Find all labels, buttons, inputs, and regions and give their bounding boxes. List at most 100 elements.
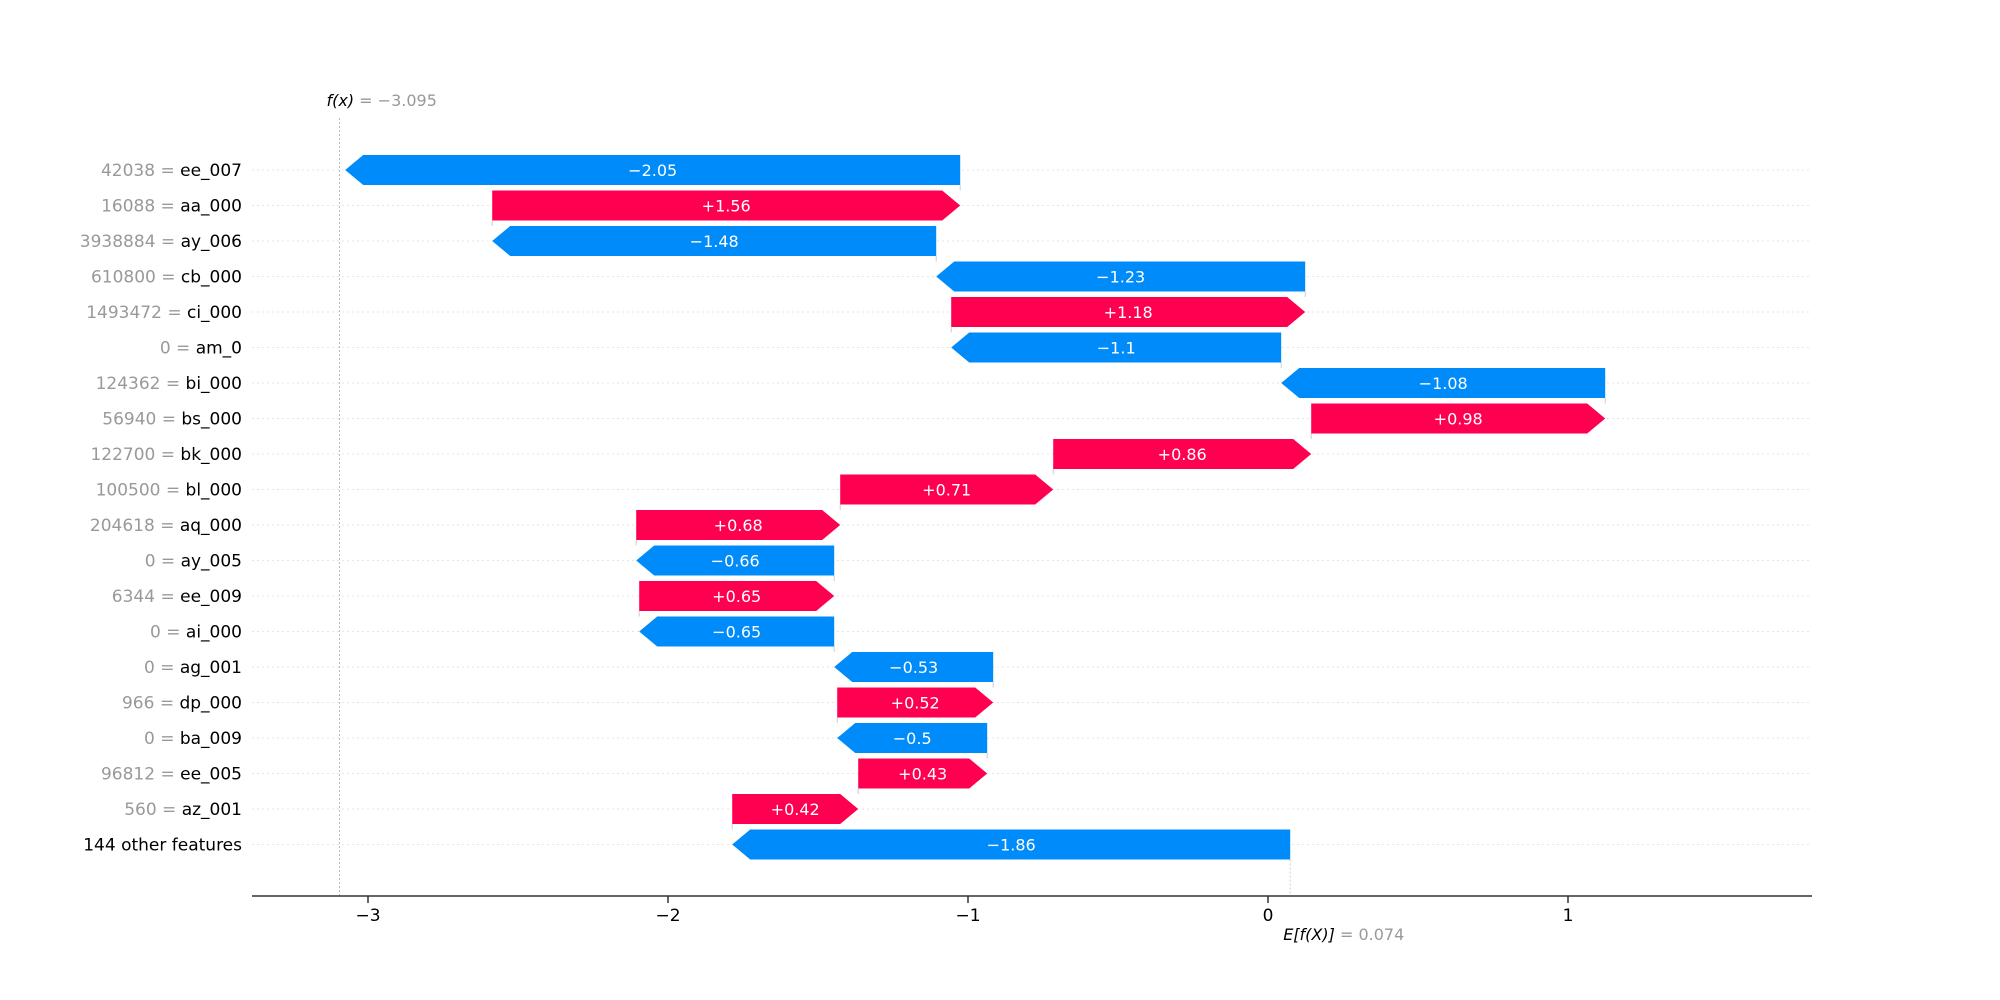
feature-name: ci_000 bbox=[187, 303, 242, 323]
feature-value: 0 = bbox=[144, 658, 180, 678]
feature-value: 100500 = bbox=[96, 481, 186, 501]
base-symbol: E[f(X)] bbox=[1283, 925, 1335, 944]
feature-value: 0 = bbox=[145, 552, 181, 572]
shap-bar bbox=[732, 794, 859, 824]
shap-bar bbox=[732, 829, 1291, 860]
feature-name: ag_001 bbox=[180, 658, 242, 678]
feature-value: 966 = bbox=[122, 694, 180, 714]
feature-value: 0 = bbox=[144, 729, 180, 749]
feature-label: 124362 = bi_000 bbox=[96, 374, 242, 394]
feature-value: 16088 = bbox=[101, 197, 180, 217]
feature-value: 610800 = bbox=[91, 268, 181, 288]
feature-name: am_0 bbox=[196, 339, 242, 359]
waterfall-bars bbox=[345, 155, 1606, 860]
shap-bar bbox=[1053, 439, 1312, 469]
feature-label: 3938884 = ay_006 bbox=[80, 232, 242, 252]
x-axis-ticks: −3 −2 −1 0 1 bbox=[355, 896, 1573, 926]
feature-label: 0 = am_0 bbox=[160, 339, 242, 359]
feature-name: ba_009 bbox=[180, 729, 242, 749]
shap-bar bbox=[492, 190, 961, 221]
feature-label: 1493472 = ci_000 bbox=[86, 303, 242, 323]
feature-value: 0 = bbox=[150, 623, 186, 643]
feature-label: 0 = ai_000 bbox=[150, 623, 242, 643]
feature-label: 0 = ba_009 bbox=[144, 729, 242, 749]
shap-bar bbox=[1311, 403, 1606, 434]
feature-value: 122700 = bbox=[90, 445, 180, 465]
feature-name: aa_000 bbox=[180, 197, 242, 217]
bar-value-label: +0.65 bbox=[712, 587, 761, 606]
fx-value: = −3.095 bbox=[354, 91, 437, 110]
bar-value-label: −1.08 bbox=[1419, 374, 1468, 393]
shap-bar bbox=[492, 226, 937, 256]
x-tick-label: −2 bbox=[655, 906, 680, 926]
shap-bar bbox=[636, 545, 835, 576]
shap-bar bbox=[636, 510, 841, 540]
bar-value-label: +0.68 bbox=[714, 516, 763, 535]
bar-connectors bbox=[491, 185, 1606, 830]
bar-value-label: +0.98 bbox=[1434, 410, 1483, 429]
x-tick-label: 0 bbox=[1263, 906, 1274, 926]
bar-value-label: +0.86 bbox=[1158, 445, 1207, 464]
bar-value-label: −2.05 bbox=[628, 161, 677, 180]
feature-label: 56940 = bs_000 bbox=[102, 410, 242, 430]
shap-bar bbox=[951, 297, 1306, 327]
x-tick-label: 1 bbox=[1563, 906, 1574, 926]
feature-name: 144 other features bbox=[83, 836, 242, 856]
bar-value-label: −1.48 bbox=[690, 232, 739, 251]
feature-label: 6344 = ee_009 bbox=[112, 587, 242, 607]
bar-value-label: +0.71 bbox=[922, 481, 971, 500]
feature-name: ee_007 bbox=[180, 161, 242, 181]
base-value: = 0.074 bbox=[1335, 925, 1404, 944]
feature-name: bi_000 bbox=[186, 374, 242, 394]
feature-name: ee_009 bbox=[180, 587, 242, 607]
row-gridlines bbox=[252, 169, 1812, 845]
feature-value: 96812 = bbox=[101, 765, 180, 785]
feature-name: dp_000 bbox=[179, 694, 242, 714]
shap-bar bbox=[936, 261, 1306, 292]
feature-label: 0 = ag_001 bbox=[144, 658, 242, 678]
bar-value-label: −1.23 bbox=[1096, 268, 1145, 287]
fx-annotation: f(x) = −3.095 bbox=[327, 91, 437, 110]
feature-value: 560 = bbox=[124, 800, 182, 820]
bar-value-label: −0.5 bbox=[893, 729, 932, 748]
shap-bar bbox=[834, 652, 994, 682]
feature-label: 100500 = bl_000 bbox=[96, 481, 242, 501]
feature-label: 560 = az_001 bbox=[124, 800, 242, 820]
bar-value-label: −0.65 bbox=[712, 623, 761, 642]
feature-value: 204618 = bbox=[90, 516, 180, 536]
feature-label: 42038 = ee_007 bbox=[101, 161, 242, 181]
feature-name: ai_000 bbox=[186, 623, 242, 643]
bar-value-label: +1.18 bbox=[1104, 303, 1153, 322]
feature-name: ay_006 bbox=[181, 232, 242, 252]
feature-value: 1493472 = bbox=[86, 303, 187, 323]
feature-value: 6344 = bbox=[112, 587, 180, 607]
bar-value-label: +0.42 bbox=[771, 800, 820, 819]
feature-value: 56940 = bbox=[102, 410, 181, 430]
base-value-annotation: E[f(X)] = 0.074 bbox=[1283, 925, 1404, 944]
bar-value-label: −1.86 bbox=[987, 836, 1036, 855]
x-tick-label: −1 bbox=[955, 906, 980, 926]
bar-value-label: +1.56 bbox=[702, 197, 751, 216]
feature-name: ay_005 bbox=[181, 552, 242, 572]
feature-name: ee_005 bbox=[180, 765, 242, 785]
feature-label: 16088 = aa_000 bbox=[101, 197, 242, 217]
feature-name: bl_000 bbox=[186, 481, 242, 501]
feature-value: 124362 = bbox=[96, 374, 186, 394]
feature-label: 144 other features bbox=[83, 836, 242, 856]
feature-name: bk_000 bbox=[180, 445, 242, 465]
bar-value-label: −0.53 bbox=[889, 658, 938, 677]
feature-value: 3938884 = bbox=[80, 232, 181, 252]
bar-value-label: +0.52 bbox=[891, 694, 940, 713]
bar-value-label: −1.1 bbox=[1097, 339, 1136, 358]
feature-label: 122700 = bk_000 bbox=[90, 445, 242, 465]
shap-bar bbox=[639, 616, 835, 647]
shap-bar bbox=[837, 723, 988, 753]
feature-label: 610800 = cb_000 bbox=[91, 268, 242, 288]
x-tick-label: −3 bbox=[355, 906, 380, 926]
feature-value: 42038 = bbox=[101, 161, 180, 181]
shap-bar bbox=[1281, 368, 1606, 398]
shap-bar bbox=[345, 155, 961, 185]
bar-value-label: −0.66 bbox=[711, 552, 760, 571]
